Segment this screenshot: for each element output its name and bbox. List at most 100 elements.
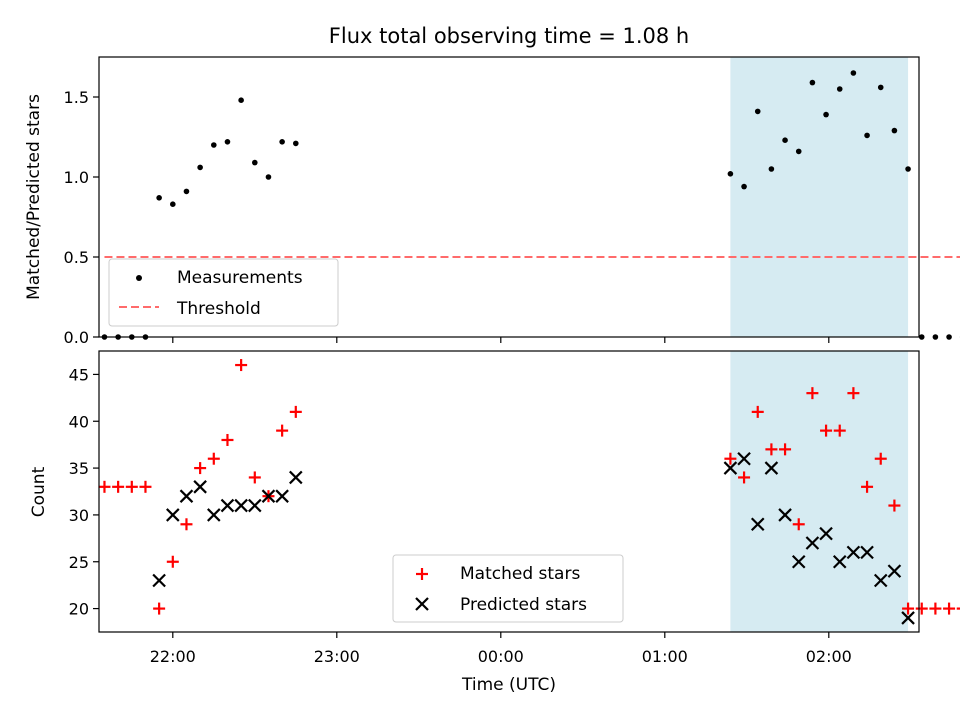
top-y-axis-label: Matched/Predicted stars	[24, 94, 44, 300]
predicted-star-point	[234, 498, 248, 513]
matched-stars-points	[98, 359, 960, 615]
x-stroke	[750, 517, 765, 532]
x-stroke	[737, 451, 751, 466]
top-legend-box	[108, 258, 339, 327]
matched-star-point	[847, 387, 860, 400]
predicted-star-point	[166, 508, 180, 522]
matched-star-point	[874, 452, 887, 465]
predicted-star-point	[832, 554, 847, 569]
measurement-point	[823, 111, 829, 118]
measurement-point	[768, 166, 775, 172]
measurement-point	[211, 142, 217, 148]
matched-star-point	[125, 480, 138, 493]
x-stroke	[207, 508, 221, 522]
matched-star-point	[289, 405, 302, 418]
matched-star-point	[166, 555, 179, 568]
predicted-star-point	[289, 470, 303, 485]
matched-star-point	[943, 602, 956, 615]
measurement-point	[265, 174, 272, 180]
x-stroke	[764, 461, 779, 475]
matched-star-point	[861, 480, 874, 493]
measurement-point	[293, 140, 299, 147]
measurement-point	[864, 132, 870, 139]
matched-star-point	[888, 499, 901, 512]
measurement-point	[754, 108, 761, 115]
matched-star-point	[751, 405, 764, 418]
x-stroke	[415, 597, 429, 611]
x-stroke	[832, 554, 847, 569]
x-stroke	[901, 611, 915, 625]
predicted-star-point	[207, 508, 221, 522]
top-y-tick-label: 0.0	[64, 328, 89, 347]
top-legend: Measurements Threshold	[108, 258, 339, 327]
x-stroke	[261, 489, 276, 503]
matched-star-point	[98, 480, 111, 493]
measurement-point	[905, 166, 911, 172]
bottom-plot-frame	[98, 350, 920, 633]
x-tick-label: 23:00	[314, 647, 360, 666]
legend-matched-marker	[416, 568, 428, 580]
measurement-point	[918, 334, 925, 340]
predicted-stars-points	[152, 451, 915, 625]
x-stroke	[846, 545, 861, 560]
predicted-star-point	[179, 489, 194, 503]
predicted-star-point	[220, 498, 235, 513]
bottom-y-axis-label: Count	[29, 466, 49, 517]
matched-star-point	[779, 443, 792, 456]
bottom-y-tick-label: 20	[69, 600, 89, 619]
measurement-point	[877, 84, 884, 91]
predicted-star-point	[275, 489, 289, 503]
legend-predicted-label: Predicted stars	[460, 595, 587, 615]
measurement-point	[727, 171, 734, 177]
x-stroke	[248, 498, 262, 513]
bottom-legend: Matched stars Predicted stars	[392, 554, 624, 623]
bottom-y-tick-label: 45	[69, 365, 89, 384]
top-highlight-span	[730, 57, 909, 337]
predicted-star-point	[873, 573, 888, 588]
bottom-highlight-span	[730, 351, 909, 632]
top-panel: 0.0 0.5 1.0 1.5 Flux total observing time =…	[24, 24, 960, 347]
measurement-point	[850, 70, 857, 76]
predicted-star-point	[901, 611, 915, 625]
x-stroke	[152, 573, 166, 588]
x-stroke	[860, 545, 874, 560]
measurement-point	[224, 139, 231, 145]
matched-star-point	[738, 471, 751, 484]
x-tick-label: 02:00	[806, 647, 852, 666]
x-stroke	[723, 461, 738, 475]
matched-star-point	[724, 452, 737, 465]
predicted-star-point	[778, 508, 792, 522]
predicted-star-point	[791, 554, 806, 569]
matched-star-point	[929, 602, 942, 615]
top-y-tick-label: 1.0	[64, 168, 89, 187]
x-stroke	[193, 480, 207, 494]
bottom-y-ticks: 20 25 30 35 40 45	[69, 365, 99, 619]
measurement-point	[795, 148, 802, 155]
legend-predicted-marker	[415, 597, 429, 611]
measurement-point	[252, 159, 258, 166]
x-stroke	[778, 508, 792, 522]
predicted-star-point	[737, 451, 751, 466]
bottom-y-tick-label: 30	[69, 506, 89, 525]
measurement-point	[809, 79, 816, 86]
predicted-star-point	[723, 461, 738, 475]
matched-star-point	[956, 607, 960, 610]
bottom-legend-box	[392, 554, 624, 623]
bottom-y-tick-label: 35	[69, 459, 89, 478]
x-tick-label: 00:00	[478, 647, 524, 666]
legend-plus-marker	[416, 568, 428, 580]
x-stroke	[166, 508, 180, 522]
measurement-point	[946, 334, 952, 340]
measurement-point	[238, 97, 244, 103]
predicted-star-point	[261, 489, 276, 503]
matched-star-point	[235, 359, 248, 372]
measurement-point	[170, 201, 176, 207]
matched-star-point	[248, 471, 261, 484]
chart-title: Flux total observing time = 1.08 h	[329, 24, 689, 48]
legend-measurements-label: Measurements	[177, 268, 303, 288]
matched-star-point	[221, 433, 234, 446]
top-x-ticks	[172, 337, 830, 343]
x-stroke	[275, 489, 289, 503]
